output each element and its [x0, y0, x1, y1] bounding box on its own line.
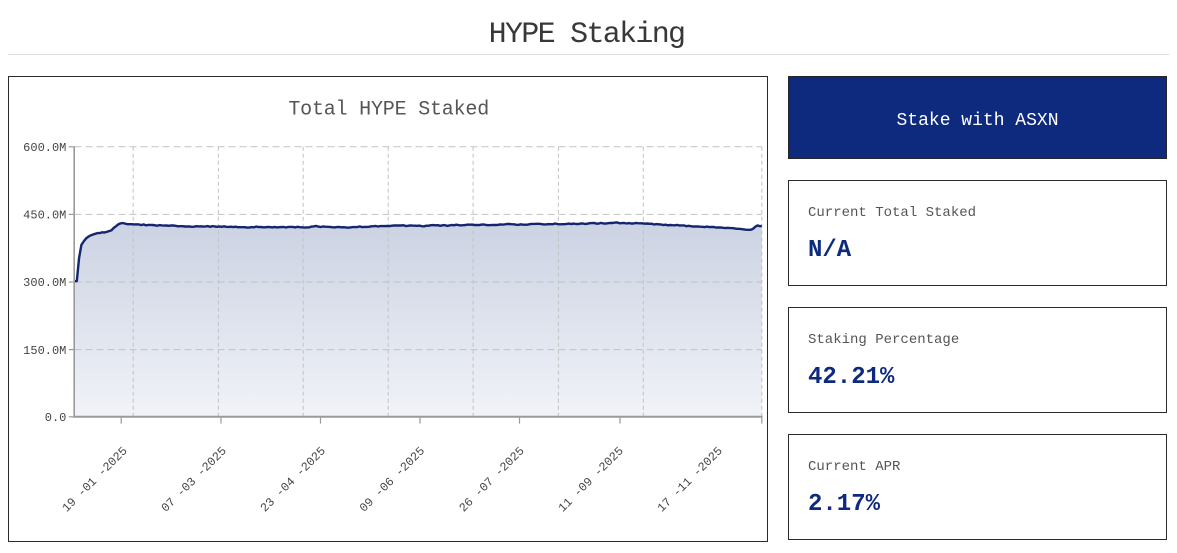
svg-text:0.0: 0.0 — [45, 411, 67, 425]
svg-text:26 -07 -2025: 26 -07 -2025 — [457, 444, 528, 515]
svg-text:11 -09 -2025: 11 -09 -2025 — [556, 444, 627, 515]
svg-text:600.0M: 600.0M — [23, 141, 66, 155]
svg-text:450.0M: 450.0M — [23, 209, 66, 223]
svg-text:300.0M: 300.0M — [23, 276, 66, 290]
svg-text:Total HYPE Staked: Total HYPE Staked — [288, 99, 489, 122]
svg-text:17 -11 -2025: 17 -11 -2025 — [655, 444, 726, 515]
svg-text:23 -04 -2025: 23 -04 -2025 — [258, 444, 329, 515]
svg-text:09 -06 -2025: 09 -06 -2025 — [357, 444, 428, 515]
svg-text:07 -03 -2025: 07 -03 -2025 — [159, 444, 230, 515]
svg-text:150.0M: 150.0M — [23, 344, 66, 358]
svg-text:19 -01 -2025: 19 -01 -2025 — [60, 444, 131, 515]
